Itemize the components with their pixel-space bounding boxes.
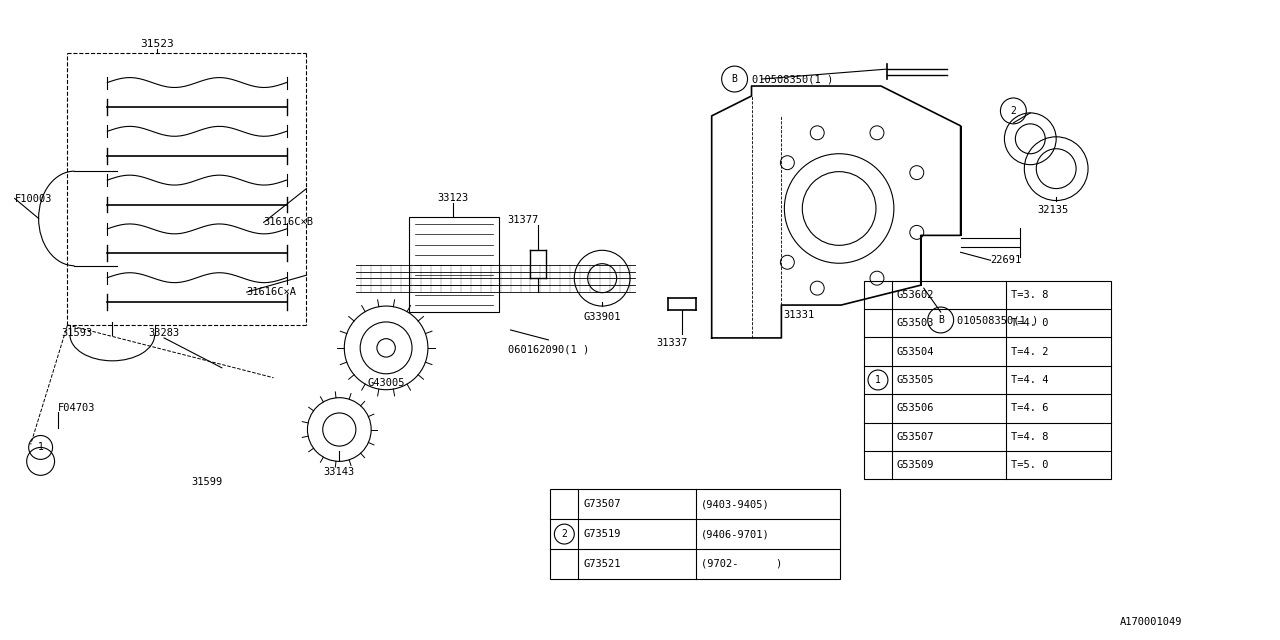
Text: 1: 1 — [37, 442, 44, 452]
Text: 33283: 33283 — [148, 328, 179, 338]
Text: G43005: G43005 — [367, 378, 404, 388]
Circle shape — [870, 271, 884, 285]
Text: 32135: 32135 — [1038, 205, 1069, 214]
Text: 1: 1 — [876, 375, 881, 385]
Text: 33143: 33143 — [324, 467, 355, 477]
Text: 31616C×B: 31616C×B — [264, 218, 314, 227]
Text: 31616C×A: 31616C×A — [247, 287, 297, 297]
Text: (9403-9405): (9403-9405) — [700, 499, 769, 509]
Text: T=4. 0: T=4. 0 — [1011, 318, 1048, 328]
Circle shape — [781, 156, 795, 170]
Text: 31593: 31593 — [61, 328, 93, 338]
Text: (9406-9701): (9406-9701) — [700, 529, 769, 539]
Text: 22691: 22691 — [991, 255, 1021, 265]
Text: 2: 2 — [562, 529, 567, 539]
Circle shape — [910, 166, 924, 180]
Circle shape — [810, 281, 824, 295]
Text: B: B — [938, 315, 943, 325]
Text: 31377: 31377 — [507, 216, 538, 225]
Text: B: B — [732, 74, 737, 84]
Text: T=4. 4: T=4. 4 — [1011, 375, 1048, 385]
Text: T=4. 2: T=4. 2 — [1011, 347, 1048, 356]
Text: G33901: G33901 — [584, 312, 621, 322]
Text: 2: 2 — [1010, 106, 1016, 116]
Text: G73521: G73521 — [584, 559, 621, 569]
Text: G53507: G53507 — [897, 432, 934, 442]
Circle shape — [810, 126, 824, 140]
Text: 31599: 31599 — [191, 477, 223, 487]
Text: G53503: G53503 — [897, 318, 934, 328]
Text: (9702-      ): (9702- ) — [700, 559, 782, 569]
Text: T=4. 6: T=4. 6 — [1011, 403, 1048, 413]
Text: G53506: G53506 — [897, 403, 934, 413]
Text: G73519: G73519 — [584, 529, 621, 539]
Text: 31331: 31331 — [783, 310, 815, 320]
Text: 31523: 31523 — [141, 39, 174, 49]
Text: G53504: G53504 — [897, 347, 934, 356]
Bar — [864, 281, 1111, 479]
Text: T=5. 0: T=5. 0 — [1011, 460, 1048, 470]
Text: F10003: F10003 — [15, 193, 52, 204]
Text: A170001049: A170001049 — [1120, 617, 1183, 627]
Text: 31337: 31337 — [657, 338, 687, 348]
Circle shape — [781, 255, 795, 269]
Text: T=4. 8: T=4. 8 — [1011, 432, 1048, 442]
Text: G53505: G53505 — [897, 375, 934, 385]
Text: G73507: G73507 — [584, 499, 621, 509]
Text: F04703: F04703 — [58, 403, 95, 413]
Bar — [410, 218, 499, 312]
Text: T=3. 8: T=3. 8 — [1011, 290, 1048, 300]
Circle shape — [910, 225, 924, 239]
Text: 010508350(1 ): 010508350(1 ) — [956, 315, 1038, 325]
Text: 010508350(1 ): 010508350(1 ) — [751, 74, 833, 84]
Text: G53602: G53602 — [897, 290, 934, 300]
Text: G53509: G53509 — [897, 460, 934, 470]
Bar — [550, 489, 840, 579]
Circle shape — [870, 126, 884, 140]
Text: 060162090(1 ): 060162090(1 ) — [508, 345, 589, 355]
Text: 33123: 33123 — [438, 193, 468, 202]
